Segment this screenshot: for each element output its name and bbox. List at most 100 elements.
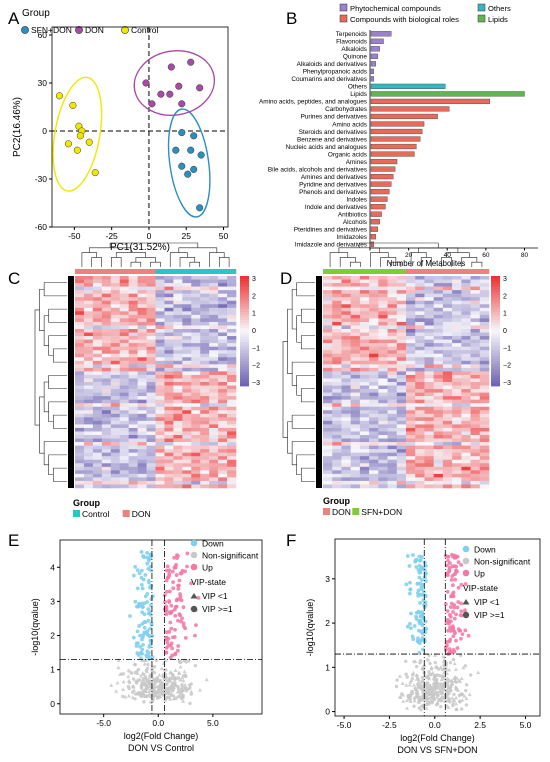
heatmap-cell [396,339,407,344]
down-regulated-point [135,586,140,591]
heatmap-cell [396,385,407,390]
heatmap-cell [209,435,219,439]
heatmap-cell [173,339,183,344]
heatmap-cell [406,392,416,397]
heatmap-cell [227,350,237,355]
heatmap-cell [128,286,138,291]
heatmap-cell [92,293,103,298]
heatmap-cell [191,304,201,309]
up-regulated-point [176,554,180,558]
heatmap-cell [92,378,103,383]
heatmap-cell [92,279,103,284]
heatmap-cell [479,456,490,461]
heatmap-cell [378,374,388,379]
heatmap-cell [173,283,183,287]
heatmap-cell [350,413,361,418]
heatmap-cell [92,357,103,362]
y-tick-label: 60 [38,30,48,40]
heatmap-cell [323,343,333,347]
heatmap-cell [479,382,490,386]
heatmap-cell [424,353,434,358]
up-regulated-point [179,571,184,576]
heatmap-cell [396,399,407,404]
heatmap-cell [128,378,138,383]
heatmap-cell [424,293,434,298]
heatmap-cell [75,438,85,443]
non-significant-point [448,660,453,665]
non-significant-point [426,701,431,706]
heatmap-cell [137,466,147,471]
category-label: Alcohols [343,219,367,226]
bar [370,211,382,217]
legend-marker [121,26,129,34]
heatmap-cell [182,279,192,284]
non-significant-point [160,685,164,689]
non-significant-point [453,667,458,671]
heatmap-cell [433,466,444,471]
heatmap-cell [433,477,444,482]
non-significant-point [155,690,159,695]
row-dendrogram [52,414,67,429]
heatmap-cell [146,378,156,383]
down-regulated-point [146,567,151,571]
heatmap-cell [182,367,192,372]
non-significant-point [434,681,438,686]
heatmap-cell [323,307,333,312]
non-significant-point [182,669,187,674]
heatmap-cell [332,297,342,302]
non-significant-point [445,677,450,681]
heatmap-cell [173,459,183,464]
heatmap-cell [119,350,129,355]
non-significant-point [440,667,445,672]
heatmap-cell [137,374,147,379]
row-dendrogram [48,375,67,389]
heatmap-cell [479,438,490,443]
non-significant-point [161,682,165,686]
heatmap-cell [227,456,237,461]
heatmap-cell [218,339,228,344]
heatmap-cell [209,417,219,422]
heatmap-cell [341,445,351,450]
non-significant-point [404,698,409,702]
heatmap-cell [128,427,138,432]
heatmap-cell [83,427,94,432]
heatmap-cell [119,307,129,312]
non-significant-point [404,659,408,664]
heatmap-cell [191,378,201,383]
heatmap-cell [332,283,342,287]
heatmap-cell [209,470,219,475]
heatmap-cell [173,297,183,302]
heatmap-cell [332,403,342,408]
bar [370,121,425,127]
heatmap-cell [378,343,388,347]
heatmap-cell [137,279,147,284]
heatmap-cell [387,279,398,284]
heatmap-cell [452,420,462,425]
heatmap-cell [164,364,174,369]
heatmap-cell [137,442,147,446]
heatmap-cell [128,318,138,323]
heatmap-cell [461,459,471,464]
category-label: Phenylpropanoic acids [303,69,367,76]
down-regulated-point [141,554,146,559]
heatmap-cell [146,442,156,446]
heatmap-cell [75,343,85,347]
heatmap-cell [164,470,174,475]
heatmap-cell [146,396,156,400]
colorbar-segment [240,333,249,337]
heatmap-cell [369,456,379,461]
heatmap-cell [350,417,361,422]
heatmap-cell [479,276,490,280]
heatmap-cell [92,477,103,482]
heatmap-cell [191,484,201,489]
colorbar-segment [491,309,500,313]
heatmap-cell [470,332,481,337]
data-point [55,92,64,100]
heatmap-cell [101,477,112,482]
heatmap-cell [415,336,425,340]
down-regulated-point [414,610,419,615]
heatmap-cell [350,466,361,471]
heatmap-cell [128,339,138,344]
up-regulated-point [164,612,169,617]
heatmap-cell [387,364,398,369]
